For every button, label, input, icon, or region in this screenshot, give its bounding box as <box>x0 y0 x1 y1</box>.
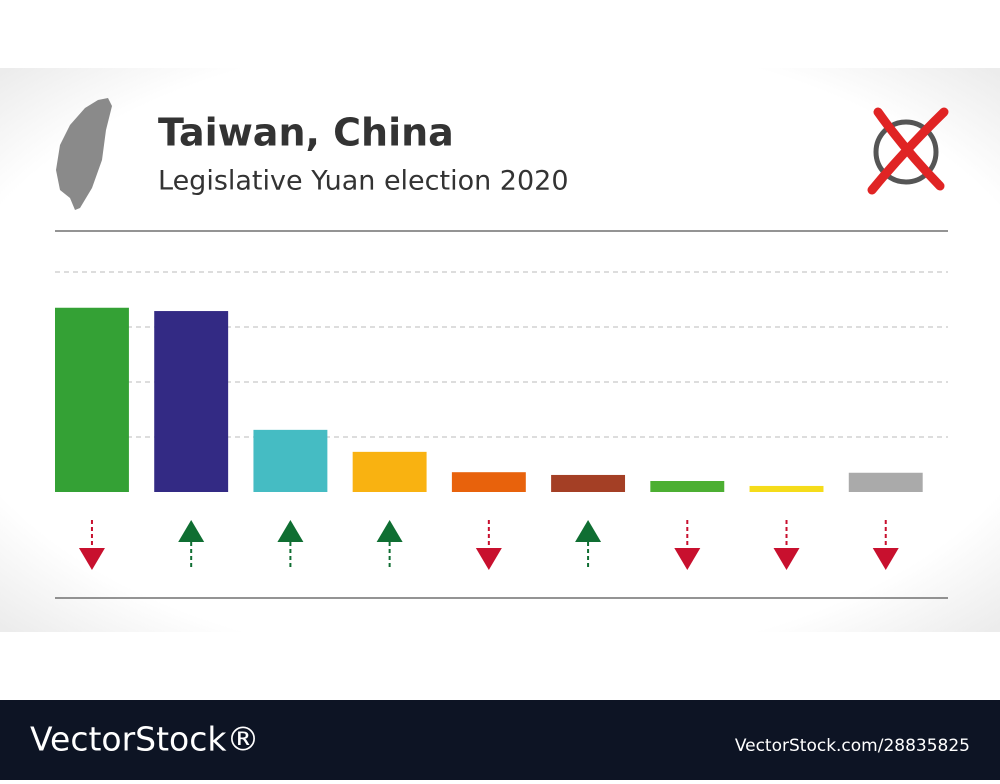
map <box>56 98 112 210</box>
trend-arrow <box>78 548 105 570</box>
trend-arrow <box>674 548 701 570</box>
bar <box>451 472 526 492</box>
ballot-icon <box>867 107 949 195</box>
footer <box>0 700 1000 780</box>
bar <box>55 307 129 492</box>
trend-arrow <box>773 548 800 570</box>
trend-arrow <box>178 520 205 542</box>
image-id: VectorStock.com/28835825 <box>735 736 970 756</box>
bar <box>253 429 328 492</box>
trend-arrow <box>475 548 502 570</box>
trend-arrow <box>277 520 304 542</box>
trend-arrow <box>872 548 899 570</box>
bar <box>848 472 923 492</box>
bar <box>650 481 725 492</box>
bar <box>749 485 824 492</box>
bar <box>154 311 229 492</box>
brand: VectorStock® <box>30 720 260 759</box>
trend-arrow <box>376 520 403 542</box>
card <box>0 68 1000 632</box>
chart-subtitle: Legislative Yuan election 2020 <box>158 166 569 197</box>
bar <box>551 474 626 492</box>
bar <box>352 451 427 492</box>
trend-arrow <box>575 520 602 542</box>
chart-title: Taiwan, China <box>158 111 454 155</box>
